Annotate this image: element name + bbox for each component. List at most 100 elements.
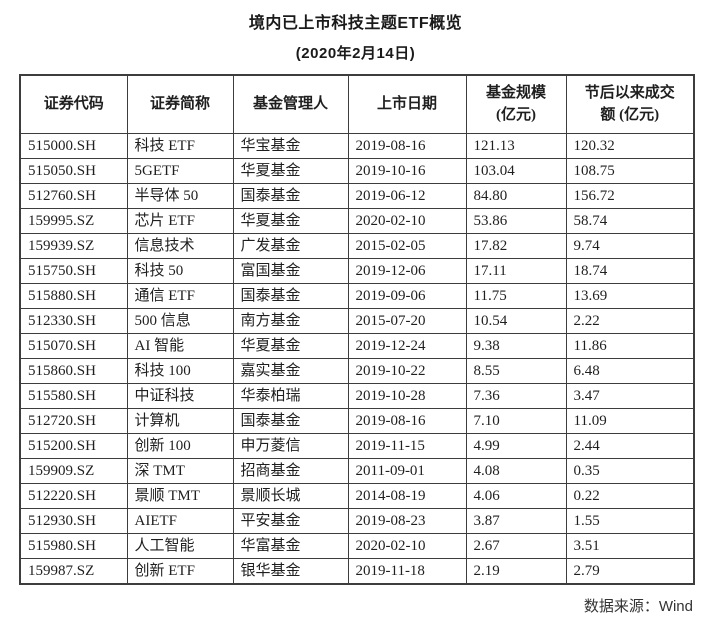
cell-listing-date: 2019-10-22 [347,357,467,384]
cell-security-code: 515860.SH [19,357,128,384]
cell-security-name: 科技 50 [126,257,234,284]
table-row: 515860.SH 科技 100 嘉实基金 2019-10-22 8.55 6.48 [19,357,695,384]
cell-security-name: 景顺 TMT [126,482,234,509]
cell-fund-manager: 国泰基金 [232,407,349,434]
table-row: 159995.SZ 芯片 ETF 华夏基金 2020-02-10 53.86 58.74 [19,207,695,234]
cell-trading-volume: 0.35 [565,457,695,484]
cell-fund-size: 2.19 [465,557,567,584]
cell-fund-size: 4.99 [465,432,567,459]
cell-security-name: 信息技术 [126,232,234,259]
header-listing-date: 上市日期 [347,74,467,134]
cell-fund-size: 17.82 [465,232,567,259]
page-subtitle: (2020年2月14日) [295,45,416,62]
cell-security-code: 159987.SZ [19,557,128,584]
cell-security-code: 512720.SH [19,407,128,434]
cell-trading-volume: 3.51 [565,532,695,559]
cell-fund-manager: 广发基金 [232,232,349,259]
cell-fund-size: 103.04 [465,157,567,184]
cell-security-code: 159995.SZ [19,207,128,234]
table-row: 515880.SH 通信 ETF 国泰基金 2019-09-06 11.75 13.69 [19,282,695,309]
cell-security-name: 创新 ETF [126,557,234,584]
cell-security-name: AIETF [126,507,234,534]
header-fund-size: 基金规模 (亿元) [465,74,567,134]
table-row: 512720.SH 计算机 国泰基金 2019-08-16 7.10 11.09 [19,407,695,434]
cell-fund-manager: 申万菱信 [232,432,349,459]
table-row: 512760.SH 半导体 50 国泰基金 2019-06-12 84.80 156.72 [19,182,695,209]
cell-listing-date: 2019-10-28 [347,382,467,409]
cell-security-code: 515050.SH [19,157,128,184]
cell-trading-volume: 11.09 [565,407,695,434]
cell-security-code: 515200.SH [19,432,128,459]
cell-trading-volume: 0.22 [565,482,695,509]
cell-security-name: 500 信息 [126,307,234,334]
cell-security-code: 159939.SZ [19,232,128,259]
cell-listing-date: 2019-10-16 [347,157,467,184]
cell-security-code: 512760.SH [19,182,128,209]
etf-table: 证券代码 证券简称 基金管理人 上市日期 基金规模 (亿元) 节后以来成交 额 … [19,74,695,585]
cell-trading-volume: 120.32 [565,132,695,159]
cell-listing-date: 2015-02-05 [347,232,467,259]
cell-trading-volume: 6.48 [565,357,695,384]
cell-fund-manager: 银华基金 [232,557,349,584]
cell-fund-size: 7.10 [465,407,567,434]
cell-fund-manager: 平安基金 [232,507,349,534]
cell-security-code: 515000.SH [19,132,128,159]
cell-security-name: 通信 ETF [126,282,234,309]
cell-fund-manager: 国泰基金 [232,182,349,209]
cell-listing-date: 2011-09-01 [347,457,467,484]
cell-listing-date: 2019-08-16 [347,132,467,159]
table-row: 515000.SH 科技 ETF 华宝基金 2019-08-16 121.13 120.3… [19,132,695,159]
cell-listing-date: 2019-09-06 [347,282,467,309]
page-title: 境内已上市科技主题ETF概览 [248,15,463,32]
cell-security-name: 中证科技 [126,382,234,409]
cell-listing-date: 2019-08-23 [347,507,467,534]
header-trading-volume: 节后以来成交 额 (亿元) [565,74,695,134]
cell-trading-volume: 2.44 [565,432,695,459]
cell-listing-date: 2014-08-19 [347,482,467,509]
cell-security-code: 515580.SH [19,382,128,409]
cell-security-name: 深 TMT [126,457,234,484]
cell-security-name: 科技 ETF [126,132,234,159]
cell-fund-manager: 华宝基金 [232,132,349,159]
cell-security-name: 科技 100 [126,357,234,384]
table-row: 515070.SH AI 智能 华夏基金 2019-12-24 9.38 11.86 [19,332,695,359]
cell-trading-volume: 1.55 [565,507,695,534]
cell-listing-date: 2015-07-20 [347,307,467,334]
cell-trading-volume: 108.75 [565,157,695,184]
header-fund-manager: 基金管理人 [232,74,349,134]
cell-listing-date: 2019-11-15 [347,432,467,459]
table-row: 515580.SH 中证科技 华泰柏瑞 2019-10-28 7.36 3.47 [19,382,695,409]
table-row: 515050.SH 5GETF 华夏基金 2019-10-16 103.04 108.75 [19,157,695,184]
cell-fund-manager: 华夏基金 [232,207,349,234]
cell-trading-volume: 58.74 [565,207,695,234]
cell-trading-volume: 9.74 [565,232,695,259]
cell-security-code: 515980.SH [19,532,128,559]
cell-security-code: 515750.SH [19,257,128,284]
cell-fund-manager: 富国基金 [232,257,349,284]
cell-fund-manager: 华夏基金 [232,157,349,184]
cell-security-name: 计算机 [126,407,234,434]
cell-trading-volume: 2.79 [565,557,695,584]
table-body: 515000.SH 科技 ETF 华宝基金 2019-08-16 121.13 120.3… [19,132,695,584]
table-row: 515750.SH 科技 50 富国基金 2019-12-06 17.11 18.74 [19,257,695,284]
cell-trading-volume: 18.74 [565,257,695,284]
cell-security-name: 创新 100 [126,432,234,459]
cell-trading-volume: 11.86 [565,332,695,359]
cell-fund-manager: 华夏基金 [232,332,349,359]
cell-fund-size: 53.86 [465,207,567,234]
cell-listing-date: 2019-12-06 [347,257,467,284]
cell-fund-size: 2.67 [465,532,567,559]
cell-fund-manager: 南方基金 [232,307,349,334]
table-row: 159909.SZ 深 TMT 招商基金 2011-09-01 4.08 0.35 [19,457,695,484]
cell-security-code: 512330.SH [19,307,128,334]
header-security-name: 证券简称 [126,74,234,134]
cell-listing-date: 2019-08-16 [347,407,467,434]
cell-trading-volume: 2.22 [565,307,695,334]
cell-fund-size: 10.54 [465,307,567,334]
cell-trading-volume: 3.47 [565,382,695,409]
cell-security-code: 512220.SH [19,482,128,509]
cell-security-name: 芯片 ETF [126,207,234,234]
cell-fund-size: 7.36 [465,382,567,409]
cell-listing-date: 2020-02-10 [347,532,467,559]
